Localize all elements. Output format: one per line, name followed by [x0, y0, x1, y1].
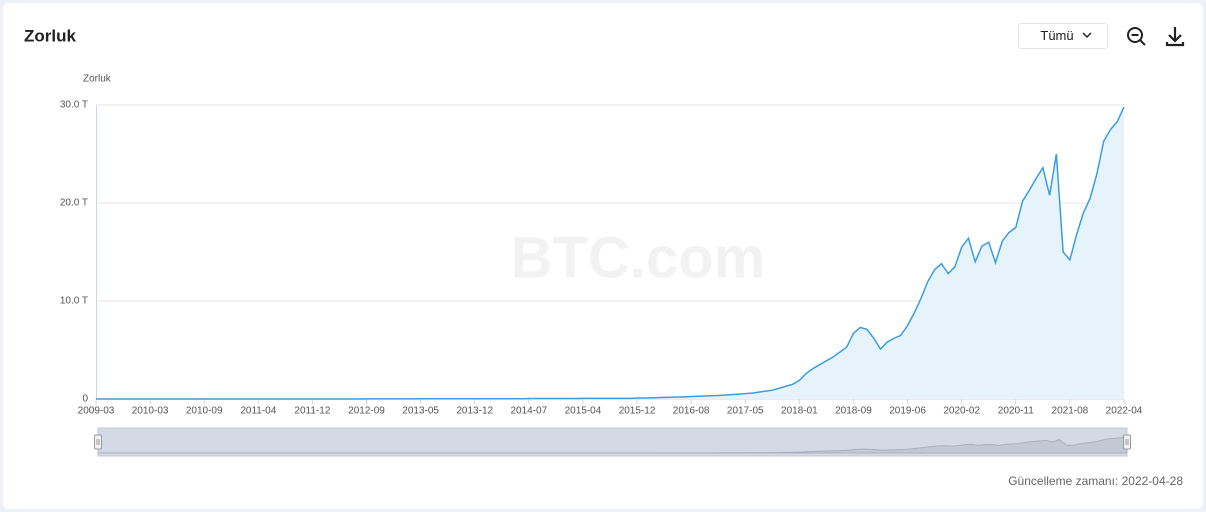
y-tick-label: 10.0 T	[60, 296, 88, 307]
x-tick-label: 2009-03	[78, 406, 115, 417]
zoom-icon[interactable]	[1127, 27, 1143, 43]
zoom-icon-handle	[1139, 39, 1146, 46]
x-tick-label: 2010-09	[186, 406, 223, 417]
x-tick-label: 2022-04	[1106, 406, 1143, 417]
download-arrow	[1168, 34, 1182, 43]
x-tick-label: 2010-03	[132, 406, 169, 417]
chart-title: Zorluk	[24, 26, 76, 45]
area-fill	[96, 106, 1124, 400]
x-tick-label: 2020-02	[943, 406, 980, 417]
x-tick-label: 2013-12	[456, 406, 493, 417]
x-tick-label: 2021-08	[1052, 406, 1089, 417]
update-note: Güncelleme zamanı: 2022-04-28	[1008, 474, 1183, 488]
navigator-handle-box	[94, 434, 102, 450]
y-axis-label: Zorluk	[83, 74, 112, 85]
x-tick-label: 2011-04	[240, 406, 276, 417]
download-tray	[1165, 42, 1185, 47]
x-tick-label: 2015-12	[619, 406, 656, 417]
dropdown-label[interactable]: Tümü	[1040, 28, 1073, 43]
line	[96, 106, 1125, 400]
x-tick-label: 2015-04	[565, 406, 602, 417]
y-tick-label: 30.0 T	[60, 100, 88, 111]
dropdown-box[interactable]	[1018, 23, 1108, 49]
x-tick-label: 2017-05	[727, 406, 764, 417]
x-tick-label: 2019-06	[889, 406, 926, 417]
zoom-out-button[interactable]	[1127, 27, 1146, 46]
x-tick-label: 2013-05	[402, 406, 439, 417]
download-button[interactable]	[1165, 27, 1185, 47]
dropdown-caret	[1082, 32, 1092, 39]
navigator-handle-box	[1123, 434, 1131, 450]
x-tick-label: 2011-12	[294, 406, 330, 417]
navigator-handle[interactable]	[94, 434, 102, 450]
x-tick-label: 2016-08	[673, 406, 710, 417]
x-tick-label: 2018-09	[835, 406, 872, 417]
navigator-area	[98, 436, 1128, 454]
x-tick-label: 2018-01	[781, 406, 818, 417]
navigator-handle[interactable]	[1123, 434, 1131, 450]
x-tick-label: 2012-09	[348, 406, 385, 417]
x-tick-label: 2020-11	[998, 406, 1034, 417]
range-dropdown[interactable]: Tümü	[1018, 23, 1108, 49]
watermark: BTC.com	[511, 225, 766, 290]
y-tick-label: 0	[82, 394, 88, 405]
y-tick-label: 20.0 T	[60, 198, 88, 209]
x-tick-label: 2014-07	[510, 406, 547, 417]
